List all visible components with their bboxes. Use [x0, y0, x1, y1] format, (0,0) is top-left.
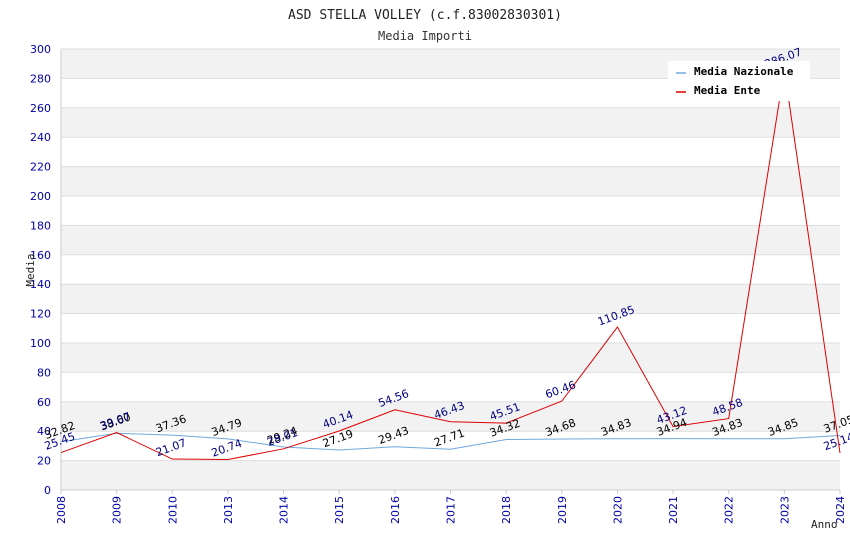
x-tick-label: 2019 [556, 496, 569, 524]
x-tick-label: 2020 [611, 496, 624, 524]
x-tick-label: 2024 [834, 496, 847, 524]
series-lines [60, 69, 841, 461]
y-tick-label: 160 [30, 249, 51, 262]
x-tick-label: 2022 [723, 496, 736, 524]
x-tick-label: 2018 [500, 496, 513, 524]
y-tick-label: 120 [30, 308, 51, 321]
y-tick-label: 280 [30, 72, 51, 85]
data-label: 60.46 [544, 378, 578, 401]
grid-band [61, 166, 840, 196]
chart-subtitle: Media Importi [378, 29, 472, 43]
y-tick-label: 80 [37, 366, 51, 379]
y-tick-label: 260 [30, 102, 51, 115]
chart-title: ASD STELLA VOLLEY (c.f.83002830301) [288, 8, 562, 23]
grid-band [61, 284, 840, 314]
x-tick-label: 2014 [278, 496, 291, 524]
series-line-media-nazionale [60, 432, 841, 451]
legend-box [668, 61, 810, 101]
x-tick-label: 2010 [166, 496, 179, 524]
x-tick-label: 2015 [333, 496, 346, 524]
grid-bands [61, 49, 840, 490]
grid-band [61, 225, 840, 255]
x-tick-label: 2013 [222, 496, 235, 524]
x-tick-label: 2016 [389, 496, 402, 524]
y-tick-label: 20 [37, 455, 51, 468]
data-label: 20.74 [210, 437, 244, 460]
legend-label-media-ente: Media Ente [694, 84, 761, 97]
y-tick-label: 60 [37, 396, 51, 409]
y-tick-label: 100 [30, 337, 51, 350]
y-axis-label: Media [24, 253, 37, 286]
x-tick-label: 2023 [778, 496, 791, 524]
x-axis-label: Anno [811, 518, 838, 531]
y-axis-ticks: 0 20 40 60 80 100 120 140 160 180 200 220 240 260 280 3… [30, 43, 51, 497]
x-tick-label: 2009 [111, 496, 124, 524]
y-tick-label: 40 [37, 425, 51, 438]
series-line-media-ente [60, 69, 841, 461]
y-tick-label: 220 [30, 161, 51, 174]
grid-band [61, 460, 840, 490]
legend-label-media-nazionale: Media Nazionale [694, 65, 794, 78]
y-tick-label: 300 [30, 43, 51, 56]
x-tick-label: 2008 [55, 496, 68, 524]
data-label: 21.07 [154, 436, 188, 459]
legend: Media Nazionale Media Ente [668, 61, 810, 101]
x-axis-ticks: 2008 2009 2010 2013 2014 2015 2016 2017 2018 2019… [55, 490, 847, 524]
x-tick-label: 2017 [445, 496, 458, 524]
grid-band [61, 401, 840, 432]
y-tick-label: 240 [30, 131, 51, 144]
grid-band [61, 107, 840, 138]
y-tick-label: 0 [44, 484, 51, 497]
y-tick-label: 140 [30, 278, 51, 291]
grid-band [61, 343, 840, 373]
y-tick-label: 200 [30, 190, 51, 203]
x-tick-label: 2021 [667, 496, 680, 524]
y-tick-label: 180 [30, 219, 51, 232]
